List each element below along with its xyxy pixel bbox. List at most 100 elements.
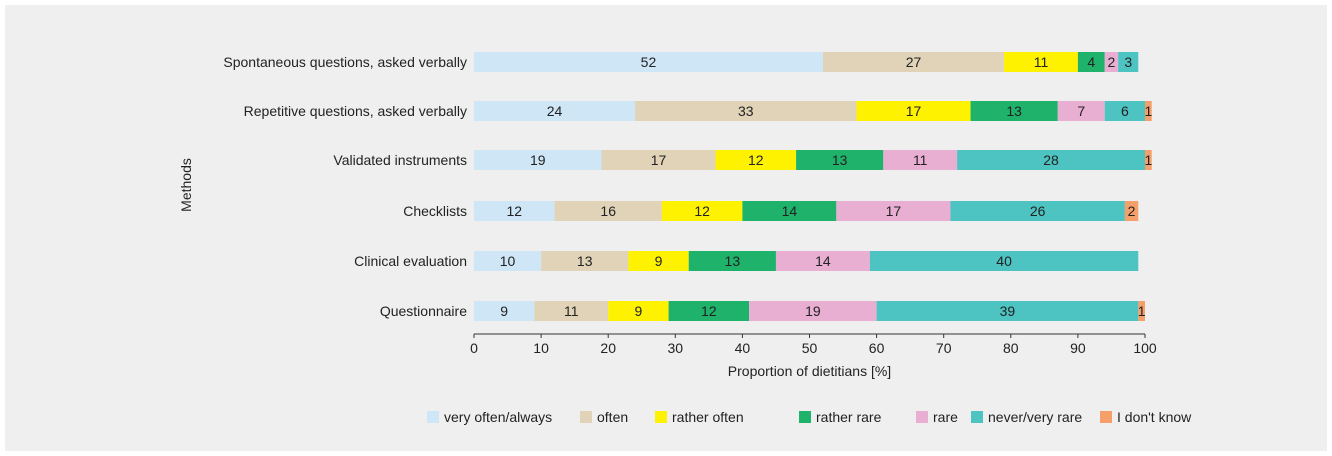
bar-segment — [1057, 101, 1105, 121]
legend-label: very often/always — [444, 409, 552, 425]
legend-item: often — [580, 409, 628, 425]
data-label: 13 — [1006, 103, 1022, 119]
x-tick-label: 40 — [735, 340, 751, 356]
data-label: 26 — [1030, 203, 1046, 219]
x-tick-label: 0 — [470, 340, 478, 356]
bar-segment — [1077, 52, 1105, 72]
x-tick-label: 20 — [600, 340, 616, 356]
data-label: 24 — [547, 103, 563, 119]
x-tick-label: 100 — [1133, 340, 1157, 356]
chart-background — [5, 5, 1327, 451]
bar-segment — [635, 101, 857, 121]
data-label: 1 — [1144, 152, 1152, 168]
x-axis-ticks: 0 10 20 30 40 50 60 70 80 90 100 — [470, 334, 1157, 356]
bar-segment — [883, 150, 958, 170]
legend-label: often — [597, 409, 628, 425]
category-label: Questionnaire — [380, 303, 467, 319]
bar-segment — [474, 301, 535, 321]
data-label: 2 — [1128, 203, 1136, 219]
y-axis-title: Methods — [178, 158, 194, 212]
x-axis-title: Proportion of dietitians [%] — [728, 363, 891, 379]
data-label: 13 — [725, 253, 741, 269]
legend-swatch — [916, 411, 928, 423]
x-tick-label: 90 — [1070, 340, 1086, 356]
legend-swatch — [580, 411, 592, 423]
data-label: 11 — [1034, 54, 1049, 70]
legend-swatch — [1100, 411, 1112, 423]
bar-segment — [742, 201, 837, 221]
data-label: 7 — [1077, 103, 1085, 119]
bar-segment — [950, 201, 1125, 221]
data-label: 39 — [1000, 303, 1016, 319]
bar-segment — [856, 101, 971, 121]
x-tick-label: 50 — [802, 340, 818, 356]
legend-item: rather rare — [799, 409, 882, 425]
data-label: 52 — [641, 54, 657, 70]
data-label: 12 — [748, 152, 764, 168]
legend-label: rather often — [672, 409, 744, 425]
bar-segment — [1104, 52, 1119, 72]
data-label: 9 — [500, 303, 508, 319]
bar-segment — [715, 150, 797, 170]
legend-item: rare — [916, 409, 958, 425]
bar-segment — [876, 301, 1139, 321]
bar-segment — [474, 150, 602, 170]
bar-segment — [796, 150, 884, 170]
category-label: Spontaneous questions, asked verbally — [223, 54, 467, 70]
bar-segment — [1004, 52, 1078, 72]
data-label: 17 — [651, 152, 667, 168]
data-label: 40 — [996, 253, 1012, 269]
data-label: 9 — [655, 253, 663, 269]
bar-segment — [668, 301, 750, 321]
bar-segment — [628, 251, 689, 271]
x-tick-label: 30 — [668, 340, 684, 356]
data-label: 13 — [577, 253, 593, 269]
category-label: Clinical evaluation — [354, 253, 467, 269]
bar-segment — [474, 201, 555, 221]
data-label: 17 — [906, 103, 922, 119]
bar-segment — [608, 301, 669, 321]
data-label: 17 — [886, 203, 902, 219]
bar-segment — [474, 251, 542, 271]
data-label: 33 — [738, 103, 754, 119]
legend-item: rather often — [655, 409, 744, 425]
bars-layer: 52 27 11 4 2 324 33 17 13 7 6 119 17 12 13 11 28 112 16 12 1… — [474, 52, 1152, 321]
data-label: 19 — [530, 152, 546, 168]
category-label: Repetitive questions, asked verbally — [244, 103, 467, 119]
legend-swatch — [799, 411, 811, 423]
data-label: 19 — [805, 303, 821, 319]
bar-segment — [1124, 201, 1139, 221]
bar-segment — [1145, 101, 1152, 121]
x-tick-label: 70 — [936, 340, 952, 356]
bar-segment — [775, 251, 870, 271]
bar-segment — [554, 201, 662, 221]
bar-segment — [957, 150, 1145, 170]
bar-segment — [970, 101, 1058, 121]
legend-label: rare — [933, 409, 958, 425]
data-label: 2 — [1108, 54, 1116, 70]
data-label: 1 — [1144, 103, 1152, 119]
bar-segment — [688, 251, 776, 271]
data-label: 1 — [1138, 303, 1146, 319]
data-label: 6 — [1121, 103, 1129, 119]
data-label: 12 — [694, 203, 710, 219]
legend-label: I don't know — [1117, 409, 1192, 425]
data-label: 27 — [906, 54, 922, 70]
legend-item: never/very rare — [971, 409, 1082, 425]
legend-item: I don't know — [1100, 409, 1192, 425]
data-label: 11 — [564, 303, 579, 319]
bar-segment — [1118, 52, 1139, 72]
bar-segment — [749, 301, 877, 321]
bar-segment — [822, 52, 1005, 72]
legend-swatch — [427, 411, 439, 423]
data-label: 13 — [832, 152, 848, 168]
bar-segment — [836, 201, 951, 221]
data-label: 10 — [500, 253, 516, 269]
legend-swatch — [971, 411, 983, 423]
legend-label: never/very rare — [988, 409, 1082, 425]
category-label: Validated instruments — [333, 152, 467, 168]
data-label: 9 — [634, 303, 642, 319]
data-label: 14 — [782, 203, 798, 219]
bar-segment — [601, 150, 716, 170]
bar-segment — [1104, 101, 1145, 121]
